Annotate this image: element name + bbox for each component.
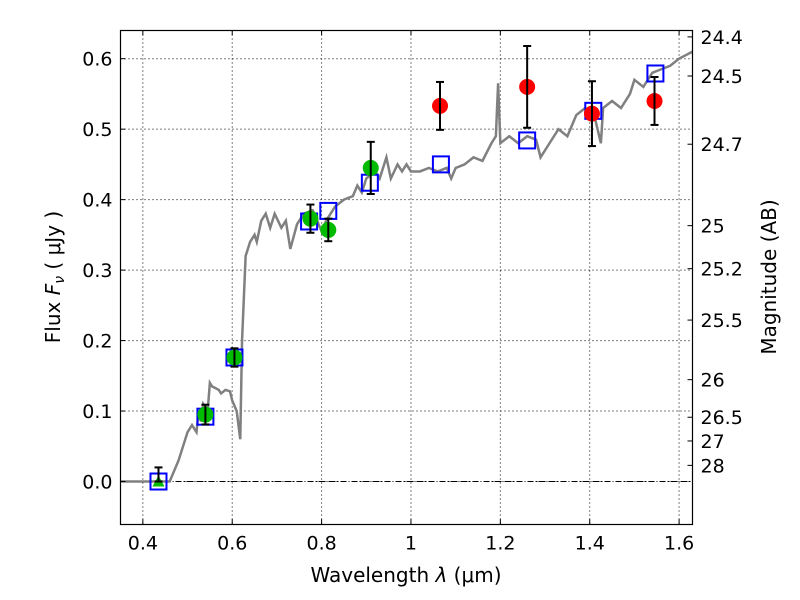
y2-tick-label: 25 [701, 216, 725, 238]
y2-tick-label: 27 [701, 431, 725, 453]
y-tick-label: 0.1 [82, 401, 112, 423]
y-tick-label: 0.5 [82, 119, 112, 141]
y2-tick-label: 26.5 [701, 407, 743, 429]
y-tick-label: 0.0 [82, 472, 112, 494]
x-tick-label: 1.4 [575, 533, 605, 555]
y2-axis-label: Magnitude (AB) [757, 199, 781, 354]
y-tick-label: 0.4 [82, 190, 112, 212]
x-tick-label: 0.4 [128, 533, 158, 555]
y-tick-label: 0.2 [82, 331, 112, 353]
x-tick-label: 0.6 [217, 533, 247, 555]
model-square [431, 155, 450, 174]
y2-tick-label: 24.5 [701, 66, 743, 88]
x-tick-label: 1.2 [485, 533, 515, 555]
x-tick-label: 1 [405, 533, 417, 555]
y2-tick-label: 24.7 [701, 134, 743, 156]
y2-tick-label: 25.5 [701, 310, 743, 332]
y2-tick-label: 24.4 [701, 27, 743, 49]
plot-frame [119, 29, 694, 526]
y2-tick-label: 25.2 [701, 259, 743, 281]
model-square [518, 131, 537, 150]
ticks: 0.4 0.6 0.8 1 1.2 1.4 1.6 0.0 0.1 0.2 0.3 0.4 0.5 0.6… [82, 27, 743, 555]
y-axis-label: Flux Fν ( μJy ) [41, 211, 68, 343]
y2-tick-label: 26 [701, 370, 725, 392]
x-tick-label: 1.6 [664, 533, 694, 555]
x-tick-label: 0.8 [306, 533, 336, 555]
y-tick-label: 0.3 [82, 260, 112, 282]
series [120, 45, 694, 491]
y2-tick-label: 28 [701, 455, 725, 477]
y-tick-label: 0.6 [82, 49, 112, 71]
x-axis-label: Wavelength λ (μm) [310, 563, 501, 587]
